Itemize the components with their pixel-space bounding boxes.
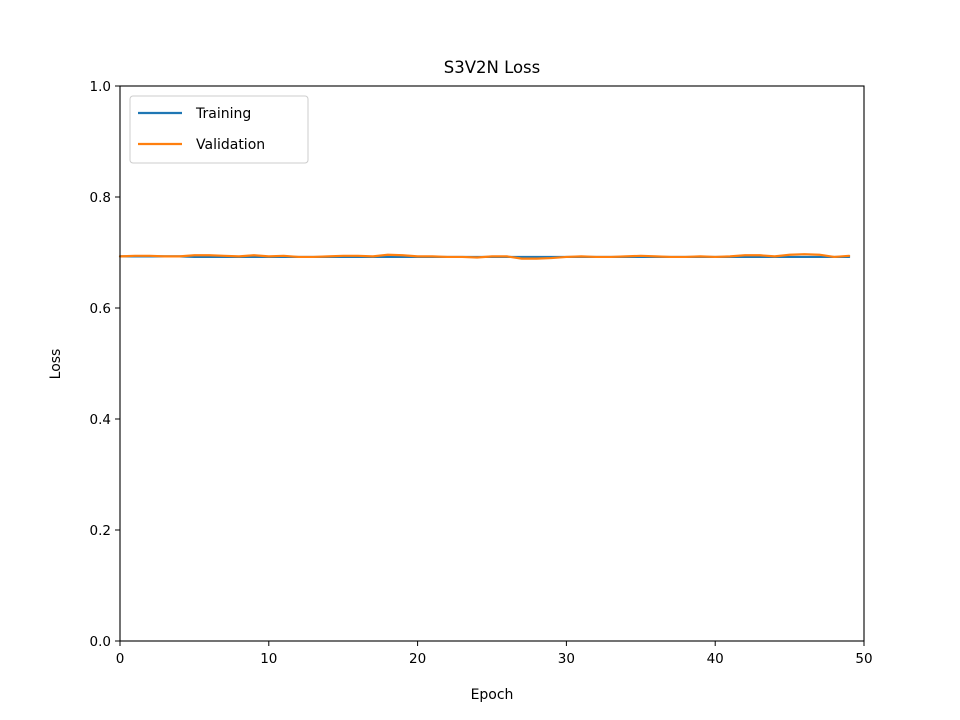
- chart-title: S3V2N Loss: [444, 58, 541, 77]
- series-line-validation: [118, 253, 851, 260]
- legend-label-validation: Validation: [196, 137, 265, 153]
- y-tick-label: 0.4: [90, 412, 111, 428]
- y-tick-label: 1.0: [90, 79, 111, 95]
- x-tick-label: 40: [707, 651, 724, 667]
- x-tick-label: 50: [855, 651, 872, 667]
- series-layer: [118, 253, 851, 260]
- x-axis-label: Epoch: [471, 687, 514, 703]
- x-tick-label: 30: [558, 651, 575, 667]
- y-tick-label: 0.0: [90, 634, 111, 650]
- x-tick-label: 10: [260, 651, 277, 667]
- y-tick-label: 0.6: [90, 301, 111, 317]
- y-tick-label: 0.8: [90, 190, 111, 206]
- legend: Training Validation: [129, 95, 309, 164]
- x-tick-label: 0: [116, 651, 125, 667]
- y-tick-label: 0.2: [90, 523, 111, 539]
- x-axis-ticks: 0 10 20 30 40 50: [116, 641, 873, 667]
- plot-area-frame: [119, 85, 865, 642]
- y-axis-ticks: 0.0 0.2 0.4 0.6 0.8 1.0: [90, 79, 120, 650]
- legend-label-training: Training: [195, 106, 251, 122]
- y-axis-label: Loss: [48, 349, 64, 380]
- x-tick-label: 20: [409, 651, 426, 667]
